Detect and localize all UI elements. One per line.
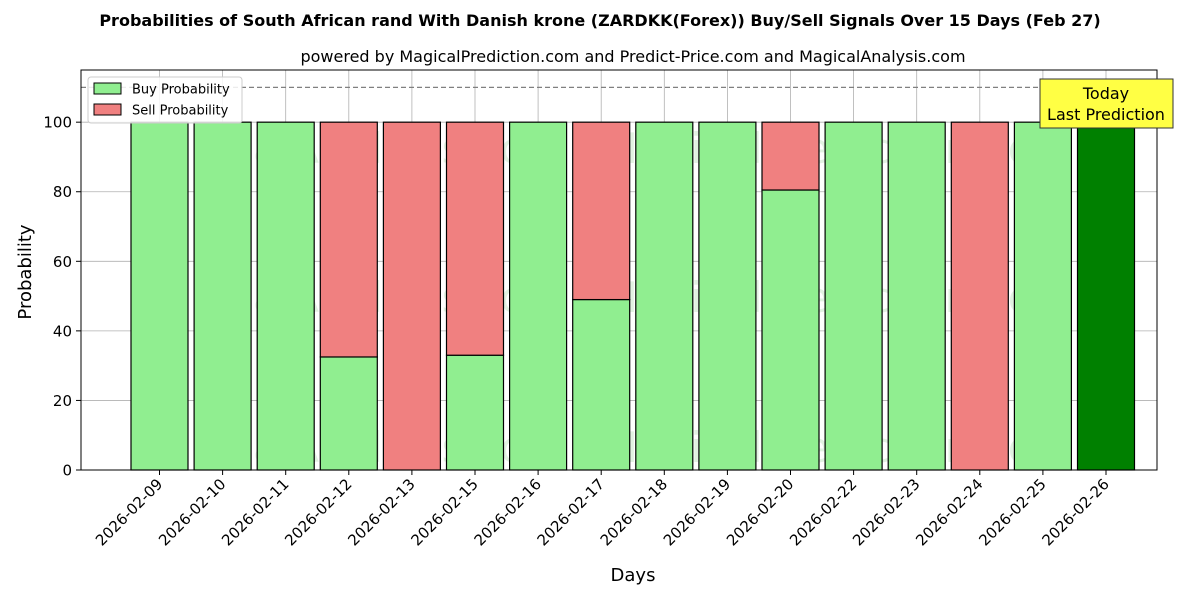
buy-bar: [509, 121, 568, 471]
sell-bar: [382, 121, 441, 471]
annotation-box: [1039, 78, 1174, 129]
buy-bar: [1013, 121, 1073, 471]
chart-title: Probabilities of South African rand With…: [99, 11, 1100, 30]
y-tick-label: 0: [62, 462, 72, 480]
plot-frame: [80, 69, 1158, 471]
annotation-line-1: Today: [1082, 84, 1129, 103]
sell-bar: [445, 121, 505, 356]
buy-bar: [1076, 121, 1136, 471]
buy-bar: [572, 298, 631, 471]
sell-bar: [950, 121, 1009, 471]
legend-box: [87, 76, 243, 124]
buy-bar: [193, 121, 252, 471]
y-tick-label: 100: [43, 114, 72, 132]
legend: Buy Probability Sell Probability: [87, 76, 243, 124]
sell-bar: [572, 121, 631, 301]
sell-bar: [761, 121, 820, 191]
y-tick-label: 40: [53, 322, 72, 340]
buy-bar: [635, 121, 694, 471]
y-tick-label: 20: [53, 392, 72, 410]
annotation-line-2: Last Prediction: [1047, 105, 1165, 124]
legend-swatch-buy: [93, 82, 122, 95]
x-axis-label: Days: [611, 565, 656, 586]
buy-bar: [130, 121, 189, 471]
y-axis-label: Probability: [15, 224, 36, 319]
buy-bar: [319, 356, 378, 471]
legend-label-buy: Buy Probability: [132, 83, 230, 98]
today-annotation: Today Last Prediction: [1039, 78, 1174, 129]
bars: [130, 121, 1136, 471]
buy-bar: [761, 189, 820, 471]
chart-subtitle: powered by MagicalPrediction.com and Pre…: [300, 47, 965, 66]
y-tick-label: 60: [53, 253, 72, 271]
buy-bar: [445, 354, 505, 471]
buy-bar: [824, 121, 883, 471]
buy-bar: [256, 121, 315, 471]
y-tick-label: 80: [53, 183, 72, 201]
buy-bar: [698, 121, 757, 471]
legend-label-sell: Sell Probability: [132, 104, 229, 119]
sell-bar: [319, 121, 378, 358]
buy-bar: [887, 121, 946, 471]
legend-swatch-sell: [93, 103, 122, 116]
